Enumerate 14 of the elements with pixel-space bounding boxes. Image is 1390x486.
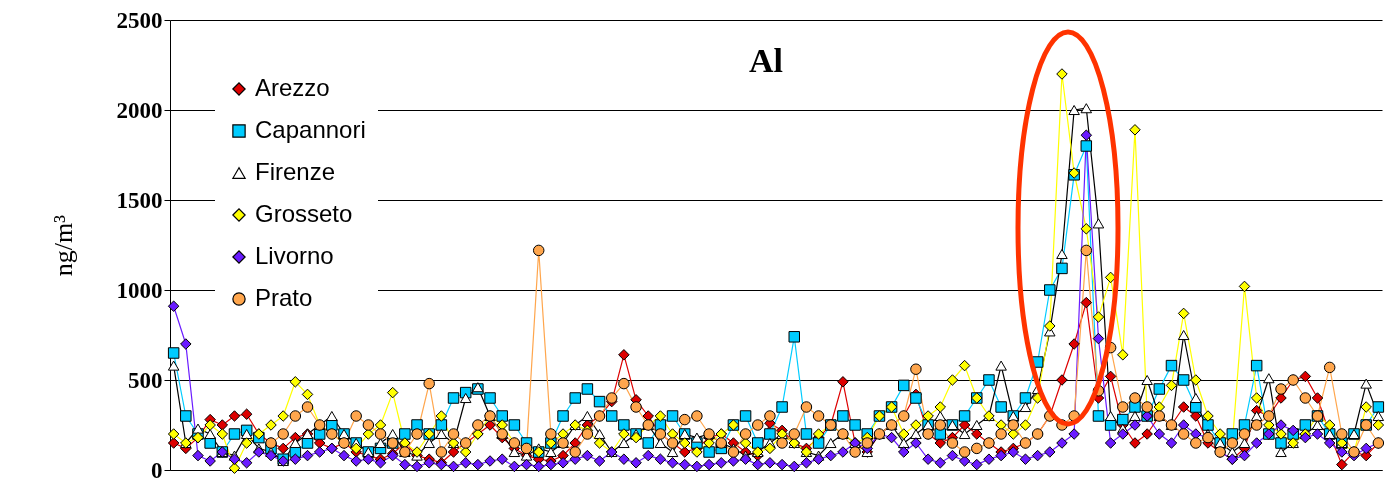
y-tick-label: 1000: [116, 277, 163, 303]
legend-label: Prato: [255, 284, 313, 311]
legend-label: Firenze: [255, 158, 336, 185]
y-tick-label: 2500: [116, 7, 163, 33]
legend-label: Livorno: [255, 242, 334, 269]
legend-label: Capannori: [255, 116, 366, 143]
y-axis-title: ng/m³: [48, 214, 78, 277]
y-tick-label: 0: [151, 457, 163, 483]
legend-label: Arezzo: [255, 74, 330, 101]
text: Al: [749, 42, 783, 79]
y-tick-label: 2000: [116, 97, 163, 123]
legend-label: Grosseto: [255, 200, 353, 227]
y-tick-label: 1500: [116, 187, 163, 213]
y-tick-label: 500: [128, 367, 163, 393]
